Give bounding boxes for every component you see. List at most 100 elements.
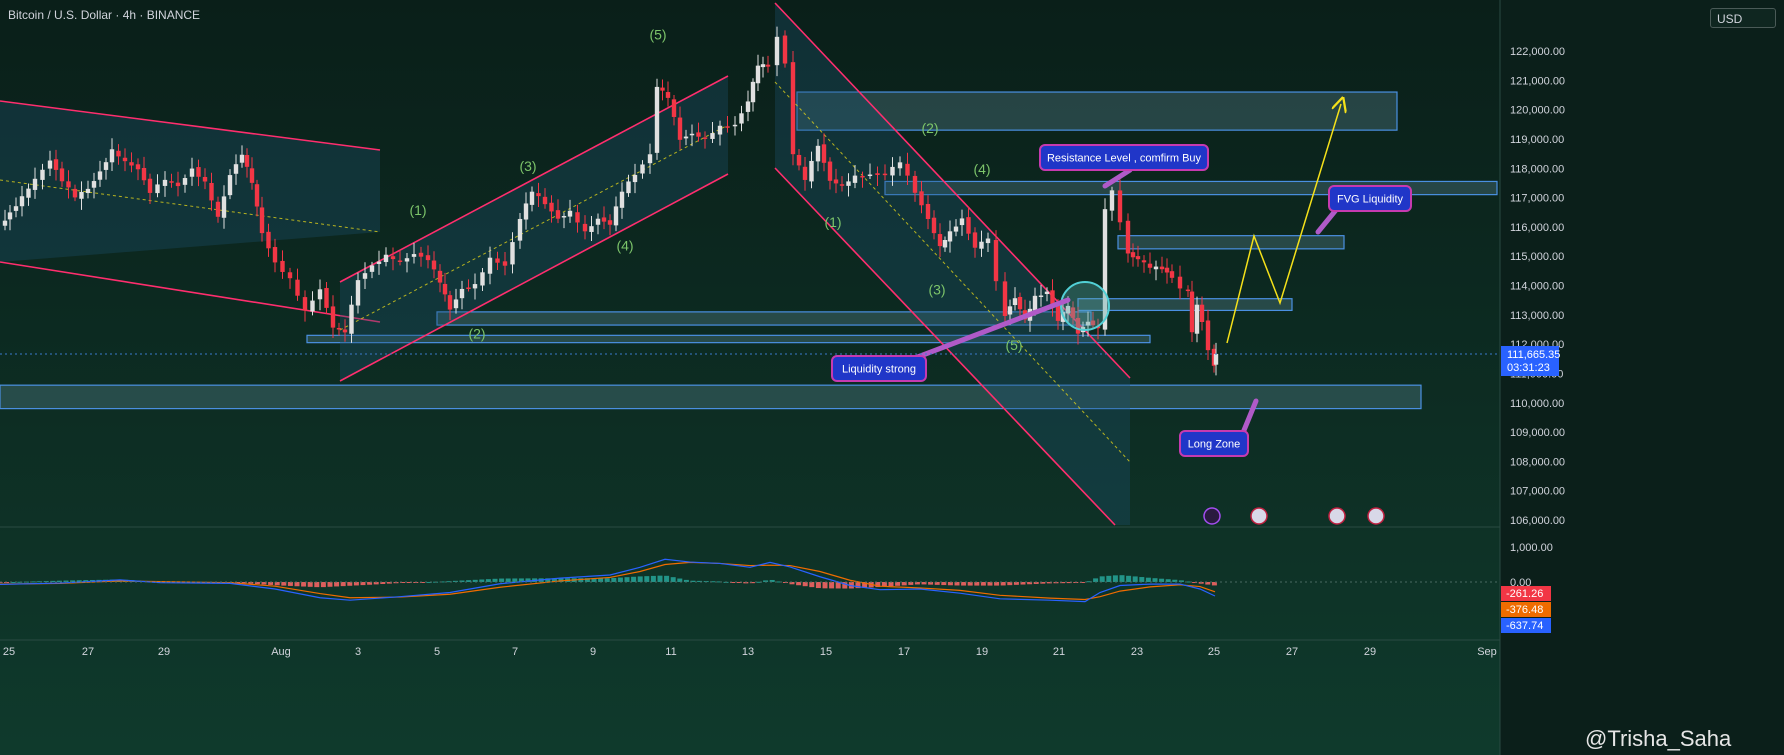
candle xyxy=(882,164,888,181)
candle-body xyxy=(523,203,529,220)
macd-readout-1: -376.48 xyxy=(1501,602,1551,617)
macd-histogram-bar xyxy=(1066,582,1072,584)
candle-body xyxy=(182,178,188,185)
candle xyxy=(875,166,880,187)
candle-body xyxy=(1085,321,1091,326)
candle-body xyxy=(683,136,689,139)
wave-label-1: (2) xyxy=(468,325,485,341)
candle xyxy=(953,219,959,237)
candle-body xyxy=(431,260,437,270)
candle xyxy=(135,158,141,181)
candle xyxy=(1012,287,1018,311)
macd-histogram-bar xyxy=(611,577,617,582)
candle xyxy=(575,204,580,233)
candle xyxy=(782,30,788,68)
candle-body xyxy=(1153,266,1159,270)
candle xyxy=(815,139,821,172)
macd-histogram-bar xyxy=(1119,575,1125,582)
macd-histogram-bar xyxy=(1073,582,1079,584)
candle-body xyxy=(1213,353,1219,365)
macd-histogram-bar xyxy=(406,582,412,583)
macd-histogram-bar xyxy=(380,582,386,585)
candle-body xyxy=(97,171,103,180)
candle xyxy=(1002,272,1008,324)
candle xyxy=(555,199,561,224)
candle xyxy=(589,215,594,241)
resistance-callout-text: Resistance Level , comfirm Buy xyxy=(1047,153,1202,165)
time-tick-17: 29 xyxy=(1364,646,1376,658)
macd-histogram-bar xyxy=(1172,579,1178,582)
candle-body xyxy=(254,184,260,207)
macd-histogram-bar xyxy=(545,578,551,582)
candle-body xyxy=(155,184,160,194)
candle-body xyxy=(1147,263,1153,268)
macd-histogram-bar xyxy=(268,582,274,585)
candle-body xyxy=(875,173,880,175)
price-tick-2: 120,000.00 xyxy=(1510,105,1565,117)
candle xyxy=(582,215,588,240)
chart-title: Bitcoin / U.S. Dollar · 4h · BINANCE xyxy=(8,8,201,22)
candle-body xyxy=(272,247,278,263)
candle xyxy=(2,209,8,231)
candle-body xyxy=(601,217,607,222)
candle xyxy=(1199,296,1205,331)
candle xyxy=(466,279,471,292)
candle xyxy=(717,120,723,146)
candle-body xyxy=(717,125,723,135)
candle xyxy=(671,94,677,126)
macd-histogram-bar xyxy=(1132,576,1138,582)
candle xyxy=(993,230,999,291)
candle-body xyxy=(116,150,121,157)
candle-body xyxy=(259,207,265,234)
macd-readout-box xyxy=(1501,586,1551,601)
macd-histogram-bar xyxy=(446,581,452,583)
price-tick-6: 116,000.00 xyxy=(1510,222,1564,234)
macd-histogram-bar xyxy=(690,580,696,582)
candle xyxy=(244,148,250,178)
candle xyxy=(510,232,515,274)
candle xyxy=(796,149,802,171)
price-tick-0: 122,000.00 xyxy=(1510,46,1565,58)
wave-label-2: (3) xyxy=(519,158,536,174)
macd-histogram-bar xyxy=(320,582,326,588)
candle xyxy=(259,196,265,242)
macd-histogram-bar xyxy=(1060,582,1066,584)
candle xyxy=(739,105,744,132)
candle-body xyxy=(1075,317,1081,334)
macd-readout-text: -637.74 xyxy=(1506,620,1543,632)
macd-histogram-bar xyxy=(353,582,359,586)
watermark: @Trisha_Saha xyxy=(1585,726,1732,751)
macd-readout-text: -261.26 xyxy=(1506,588,1543,600)
candle xyxy=(1141,255,1147,273)
candle xyxy=(383,247,389,267)
candle xyxy=(122,148,128,172)
candle xyxy=(287,267,293,289)
macd-histogram-bar xyxy=(1093,578,1099,582)
currency-selector[interactable]: USD xyxy=(1710,8,1776,28)
macd-histogram-bar xyxy=(347,582,353,586)
candle xyxy=(59,161,65,187)
macd-histogram-bar xyxy=(1126,575,1132,582)
long-zone-callout: Long Zone xyxy=(1179,398,1259,457)
macd-histogram-bar xyxy=(677,578,683,582)
candle xyxy=(846,173,851,197)
candle xyxy=(362,262,368,290)
candle xyxy=(418,246,424,267)
candle-body xyxy=(1177,276,1183,289)
macd-histogram-bar xyxy=(769,579,775,582)
macd-histogram-bar xyxy=(776,581,782,583)
candle-body xyxy=(233,164,239,174)
zone-fvg-liquidity xyxy=(1117,235,1345,250)
candle xyxy=(189,157,195,186)
wave-label-9: (5) xyxy=(1005,337,1022,353)
candle-body xyxy=(1164,267,1170,273)
candle xyxy=(330,295,336,339)
candle xyxy=(97,160,103,187)
candle xyxy=(254,179,260,217)
macd-histogram-bar xyxy=(644,576,650,582)
candle-body xyxy=(342,329,348,333)
macd-histogram-bar xyxy=(961,582,967,586)
candle xyxy=(607,214,613,236)
candle xyxy=(487,246,493,285)
